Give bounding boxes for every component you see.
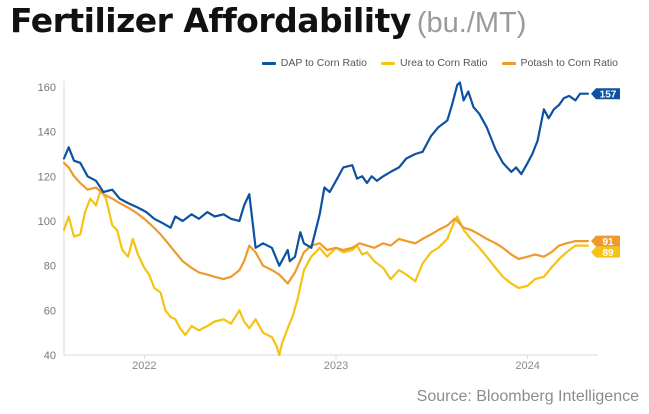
legend-swatch-potash — [501, 61, 516, 65]
source-note: Source: Bloomberg Intelligence — [416, 388, 639, 405]
chart-title-block: Fertilizer Affordability (bu./MT) — [10, 4, 526, 38]
legend-label-potash: Potash to Corn Ratio — [520, 57, 618, 69]
y-tick-label: 40 — [44, 350, 56, 362]
legend-swatch-urea — [380, 61, 395, 65]
legend-label-urea: Urea to Corn Ratio — [399, 57, 488, 69]
chart-title-unit: (bu./MT) — [416, 7, 527, 39]
end-value-label: 157 — [600, 90, 617, 101]
legend-swatch-dap — [261, 61, 276, 65]
y-tick-label: 140 — [38, 127, 56, 139]
chart-title: Fertilizer Affordability — [10, 1, 411, 40]
legend-item-dap: DAP to Corn Ratio — [261, 57, 367, 69]
series-line — [62, 188, 590, 357]
chart-legend: DAP to Corn Ratio Urea to Corn Ratio Pot… — [261, 57, 618, 69]
y-tick-label: 60 — [44, 305, 56, 317]
end-value-label: 91 — [602, 237, 614, 248]
x-tick-label: 2022 — [132, 360, 156, 372]
x-tick-label: 2024 — [515, 360, 539, 372]
legend-item-urea: Urea to Corn Ratio — [380, 57, 488, 69]
series-line — [62, 161, 590, 285]
x-tick-label: 2023 — [324, 360, 348, 372]
end-value-label: 89 — [602, 248, 614, 259]
series-line — [62, 81, 590, 267]
end-value-tag — [591, 246, 620, 258]
chart-axes: 40 60 80 100 120 140 160 2022 2023 2024 — [38, 81, 598, 372]
y-tick-label: 120 — [38, 171, 56, 183]
y-tick-label: 80 — [44, 261, 56, 273]
chart-series-lines — [62, 81, 590, 357]
legend-item-potash: Potash to Corn Ratio — [501, 57, 618, 69]
end-value-tag — [591, 235, 620, 247]
y-tick-label: 100 — [38, 216, 56, 228]
legend-label-dap: DAP to Corn Ratio — [280, 57, 367, 69]
y-tick-label: 160 — [38, 82, 56, 94]
end-value-tag — [591, 88, 620, 100]
